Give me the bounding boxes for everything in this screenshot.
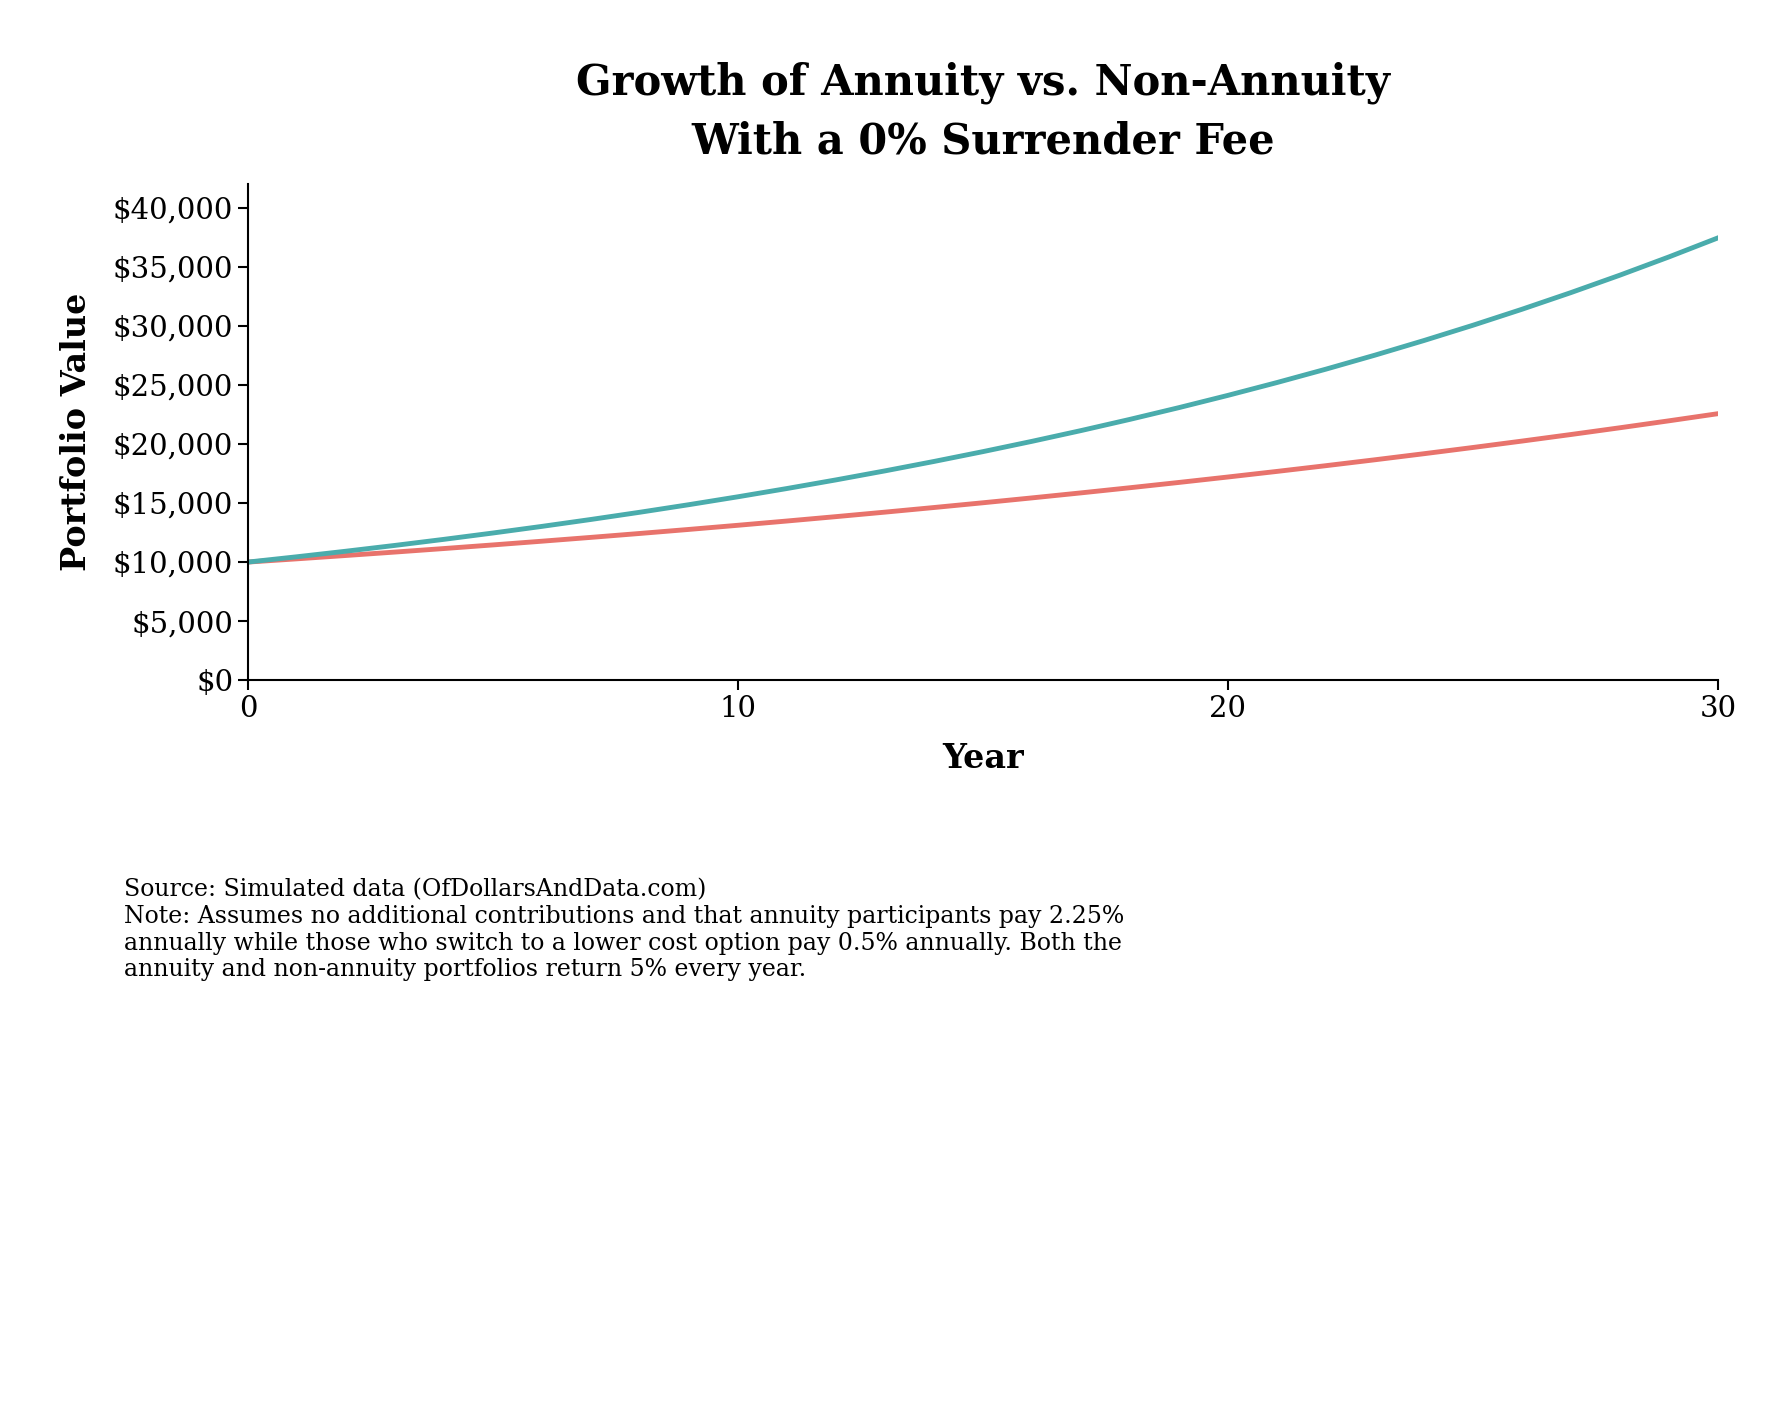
Non-Annuity	[531, 517, 553, 534]
Non-Annuity	[1658, 248, 1679, 265]
Non-Annuity	[678, 496, 700, 513]
Annuity	[1169, 473, 1190, 490]
Annuity	[335, 547, 356, 564]
Non-Annuity	[1316, 361, 1337, 378]
Title: Growth of Annuity vs. Non-Annuity
With a 0% Surrender Fee: Growth of Annuity vs. Non-Annuity With a…	[576, 62, 1390, 163]
Annuity	[581, 529, 602, 546]
Annuity	[776, 513, 797, 530]
Annuity	[1364, 451, 1385, 468]
Annuity	[728, 517, 749, 534]
Non-Annuity	[1022, 432, 1043, 449]
Annuity	[1070, 485, 1091, 502]
Non-Annuity	[1070, 422, 1091, 439]
Annuity	[972, 495, 994, 512]
Non-Annuity	[629, 503, 650, 520]
Non-Annuity	[825, 472, 847, 489]
Non-Annuity	[1707, 230, 1728, 247]
Non-Annuity	[1217, 387, 1238, 404]
Annuity	[1413, 445, 1435, 462]
Non-Annuity	[1463, 317, 1484, 334]
Non-Annuity	[923, 453, 944, 470]
Non-Annuity	[1610, 266, 1631, 283]
Y-axis label: Portfolio Value: Portfolio Value	[60, 293, 94, 571]
Line: Non-Annuity: Non-Annuity	[248, 238, 1718, 563]
Annuity	[287, 550, 308, 567]
Annuity	[875, 503, 896, 520]
Annuity	[1560, 427, 1582, 444]
Non-Annuity	[875, 462, 896, 479]
Annuity	[629, 524, 650, 541]
Annuity	[923, 499, 944, 516]
Line: Annuity: Annuity	[248, 414, 1718, 563]
Non-Annuity	[287, 548, 308, 565]
X-axis label: Year: Year	[942, 743, 1024, 775]
Non-Annuity	[384, 537, 406, 554]
Annuity	[384, 544, 406, 561]
Annuity	[1511, 432, 1532, 449]
Annuity	[1610, 419, 1631, 436]
Non-Annuity	[972, 444, 994, 461]
Non-Annuity	[1511, 300, 1532, 317]
Non-Annuity	[434, 531, 455, 548]
Non-Annuity	[776, 480, 797, 497]
Annuity	[482, 537, 503, 554]
Non-Annuity	[1169, 400, 1190, 417]
Non-Annuity	[1266, 374, 1288, 391]
Annuity	[825, 509, 847, 526]
Annuity	[1658, 412, 1679, 429]
Annuity	[434, 540, 455, 557]
Non-Annuity	[1119, 411, 1141, 428]
Non-Annuity	[1560, 283, 1582, 300]
Non-Annuity	[1413, 332, 1435, 349]
Annuity	[678, 521, 700, 538]
Annuity	[237, 554, 259, 571]
Text: Source: Simulated data (OfDollarsAndData.com)
Note: Assumes no additional contri: Source: Simulated data (OfDollarsAndData…	[124, 879, 1125, 982]
Annuity	[1266, 463, 1288, 480]
Annuity	[1316, 458, 1337, 475]
Non-Annuity	[1364, 347, 1385, 364]
Annuity	[1022, 489, 1043, 506]
Annuity	[1119, 479, 1141, 496]
Non-Annuity	[581, 512, 602, 529]
Annuity	[1217, 469, 1238, 486]
Non-Annuity	[482, 524, 503, 541]
Non-Annuity	[728, 489, 749, 506]
Annuity	[1707, 405, 1728, 422]
Annuity	[1463, 439, 1484, 456]
Non-Annuity	[237, 554, 259, 571]
Annuity	[531, 533, 553, 550]
Non-Annuity	[335, 543, 356, 560]
